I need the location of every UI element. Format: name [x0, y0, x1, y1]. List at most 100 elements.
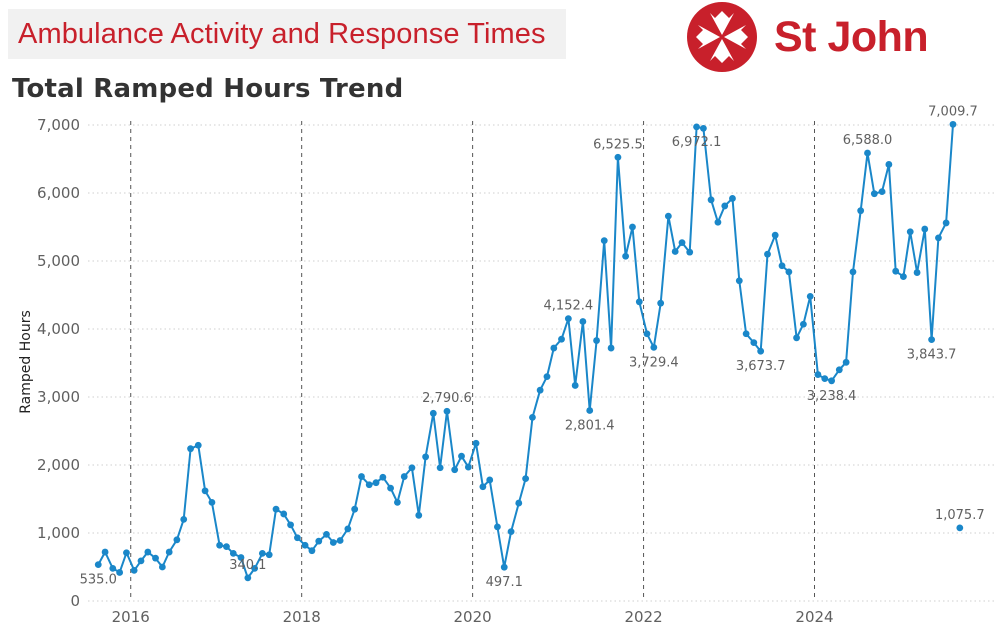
data-point: [921, 225, 929, 233]
data-point: [180, 516, 188, 523]
data-point: [643, 330, 651, 338]
data-point: [344, 525, 352, 533]
y-tick-label: 6,000: [37, 184, 80, 202]
data-point: [308, 547, 316, 555]
data-point: [771, 231, 779, 239]
data-point: [158, 563, 166, 571]
data-point: [593, 337, 600, 344]
data-point: [365, 481, 373, 489]
data-point: [223, 543, 230, 550]
data-point: [878, 188, 886, 196]
chart-title: Total Ramped Hours Trend: [12, 74, 404, 104]
data-point: [301, 541, 309, 549]
data-point: [571, 382, 579, 389]
data-point: [942, 219, 950, 227]
data-point: [294, 534, 301, 542]
data-point: [315, 537, 323, 545]
data-point: [714, 218, 722, 226]
data-point: [144, 548, 152, 556]
data-point: [208, 499, 216, 506]
data-point: [479, 483, 487, 491]
data-point: [194, 441, 202, 449]
st-john-logo: St John: [687, 2, 929, 72]
data-point: [329, 539, 337, 546]
data-point: [458, 452, 465, 460]
data-point: [415, 511, 423, 519]
data-point: [529, 414, 536, 421]
data-label: 4,152.4: [544, 299, 594, 314]
data-point: [272, 505, 280, 513]
data-point: [821, 375, 829, 383]
data-point: [280, 510, 288, 518]
data-point: [408, 464, 416, 472]
data-point: [550, 344, 558, 352]
maltese-cross-icon: [696, 11, 748, 63]
data-label: 6,972.1: [672, 135, 722, 150]
data-point: [422, 453, 430, 461]
data-point: [564, 315, 572, 323]
data-point: [657, 299, 665, 307]
data-point: [244, 574, 252, 582]
x-tick-label: 2020: [454, 608, 492, 626]
data-point: [814, 371, 822, 378]
data-label: 1,075.7: [935, 508, 985, 523]
data-point: [650, 344, 658, 351]
data-point: [835, 366, 843, 374]
data-point: [729, 195, 736, 202]
data-point: [906, 228, 914, 236]
y-axis-ticks: 0 1,000 2,000 3,000 4,000 5,000 6,000 7,000: [37, 116, 80, 610]
data-point: [515, 499, 523, 507]
data-point: [707, 196, 715, 204]
x-axis-ticks: 2016 2018 2020 2022 2024: [112, 608, 834, 626]
data-point: [237, 554, 245, 561]
data-point: [558, 335, 565, 343]
data-point: [387, 484, 394, 492]
data-point: [892, 267, 900, 275]
data-point: [109, 564, 117, 572]
y-tick-label: 5,000: [37, 252, 80, 270]
data-point: [358, 473, 365, 480]
data-point: [864, 149, 871, 157]
data-label: 497.1: [486, 575, 523, 590]
data-point: [949, 120, 957, 128]
data-point: [351, 505, 359, 513]
data-point: [600, 237, 608, 245]
data-point: [494, 523, 501, 531]
y-axis-label: Ramped Hours: [18, 310, 34, 414]
data-label: 2,801.4: [565, 419, 615, 434]
data-point: [429, 409, 437, 417]
data-point: [522, 475, 530, 482]
data-point: [699, 124, 707, 132]
data-point: [629, 223, 636, 231]
data-point: [671, 248, 679, 255]
series: [94, 120, 964, 582]
data-point: [778, 262, 786, 270]
data-point: [678, 239, 686, 247]
data-point: [622, 252, 630, 260]
data-point: [757, 347, 765, 355]
data-point: [614, 153, 622, 161]
data-point: [123, 549, 130, 557]
data-point: [372, 479, 380, 487]
data-point: [721, 202, 729, 210]
data-point: [436, 464, 444, 472]
x-tick-label: 2024: [795, 608, 833, 626]
data-point: [507, 528, 515, 536]
data-point: [451, 466, 459, 474]
data-point: [400, 473, 408, 480]
logo-emblem: [687, 2, 757, 72]
y-tick-label: 4,000: [37, 320, 80, 338]
data-point: [472, 439, 480, 447]
data-point: [251, 564, 259, 572]
data-point: [793, 334, 800, 342]
data-point: [500, 563, 508, 571]
data-point: [857, 207, 865, 215]
data-label: 6,525.5: [593, 137, 643, 152]
data-point: [130, 567, 138, 574]
y-tick-label: 1,000: [37, 524, 80, 542]
data-label: 535.0: [80, 573, 117, 588]
data-point: [265, 551, 273, 559]
data-point: [579, 318, 587, 325]
data-point: [607, 344, 615, 352]
